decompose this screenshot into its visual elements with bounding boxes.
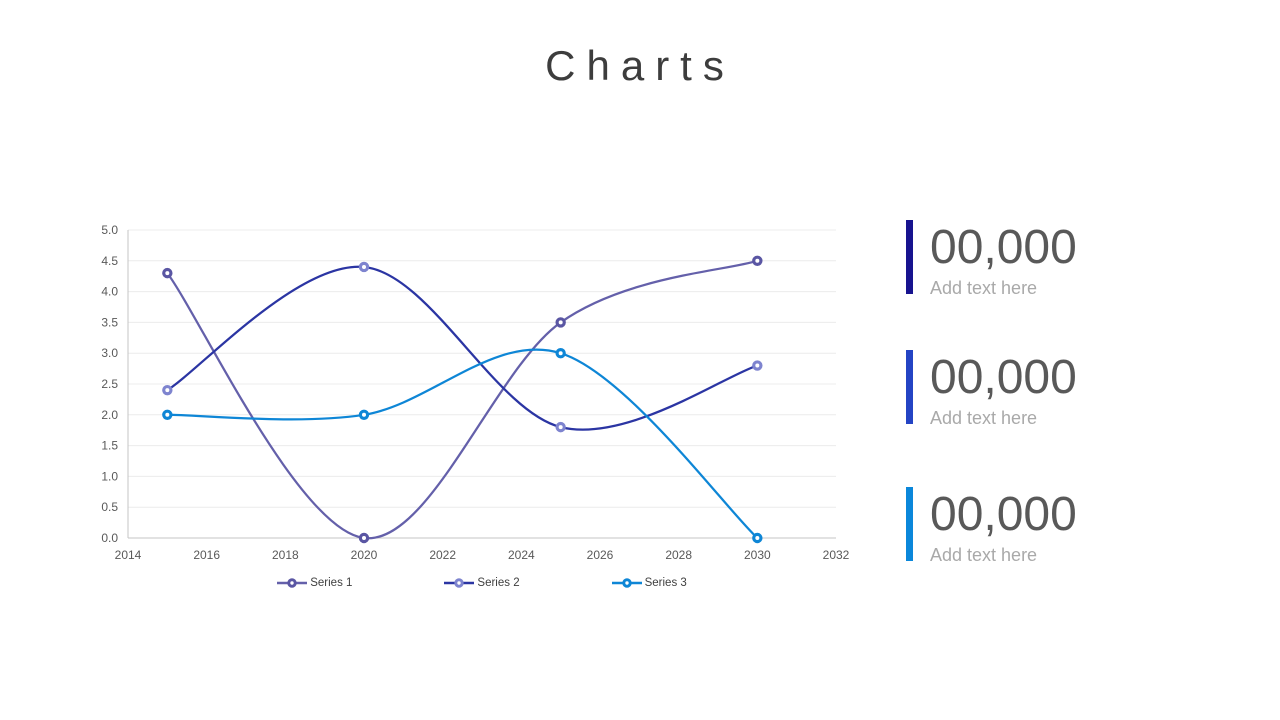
slide-title: Charts	[545, 42, 735, 89]
data-point-marker	[555, 421, 566, 433]
y-tick-label: 0.5	[101, 500, 118, 514]
x-tick-label: 2030	[744, 548, 771, 562]
data-point-marker	[752, 255, 763, 266]
legend-item: Series 2	[444, 577, 520, 589]
series-line	[166, 348, 759, 540]
x-tick-label: 2024	[508, 548, 535, 562]
data-point-marker	[752, 532, 763, 544]
legend-label: Series 3	[644, 577, 687, 589]
data-point-marker	[752, 360, 763, 371]
y-tick-label: 0.0	[101, 531, 118, 545]
x-tick-label: 2026	[587, 548, 614, 562]
x-tick-label: 2032	[823, 548, 850, 562]
stat-label: Add text here	[930, 408, 1038, 428]
data-point-marker	[555, 348, 566, 359]
stat-value: 00,000	[930, 488, 1077, 541]
legend-marker-icon	[277, 578, 308, 588]
stat-value: 00,000	[930, 221, 1077, 274]
series-line	[166, 259, 759, 540]
series-line	[166, 265, 759, 431]
data-point-marker	[358, 261, 370, 273]
y-tick-label: 4.5	[101, 254, 118, 268]
x-tick-label: 2028	[665, 548, 692, 562]
chart-legend: Series 1 Series 2 Series 3	[128, 577, 836, 589]
y-tick-label: 1.0	[101, 469, 118, 483]
y-tick-label: 2.0	[101, 408, 118, 422]
x-tick-label: 2020	[351, 548, 378, 562]
legend-item: Series 3	[611, 577, 687, 589]
stat-label: Add text here	[930, 545, 1038, 565]
stat-block: 00,000 Add text here	[906, 350, 1077, 429]
stat-block: 00,000 Add text here	[906, 487, 1077, 566]
data-point-marker	[358, 409, 370, 420]
legend-marker-icon	[444, 578, 475, 588]
legend-marker-icon	[611, 578, 642, 588]
stat-value: 00,000	[930, 351, 1077, 404]
data-point-marker	[162, 409, 173, 420]
stat-accent-bar	[906, 220, 913, 294]
y-tick-label: 3.0	[101, 346, 118, 360]
x-tick-label: 2014	[115, 548, 142, 562]
x-tick-label: 2018	[272, 548, 299, 562]
legend-item: Series 1	[277, 577, 352, 589]
y-tick-label: 3.5	[101, 315, 118, 329]
y-tick-label: 1.5	[101, 439, 118, 453]
data-point-marker	[358, 532, 370, 544]
data-point-marker	[162, 384, 173, 396]
stat-block: 00,000 Add text here	[906, 220, 1077, 299]
stat-text: 00,000 Add text here	[930, 220, 1077, 299]
data-point-marker	[555, 317, 566, 328]
stat-label: Add text here	[930, 278, 1038, 298]
x-tick-label: 2022	[429, 548, 456, 562]
y-tick-label: 2.5	[101, 377, 118, 391]
legend-label: Series 2	[477, 577, 520, 589]
stat-text: 00,000 Add text here	[930, 350, 1077, 429]
y-tick-label: 4.0	[101, 285, 118, 299]
data-point-marker	[162, 267, 173, 279]
stat-accent-bar	[906, 350, 913, 424]
stat-text: 00,000 Add text here	[930, 487, 1077, 566]
x-tick-label: 2016	[193, 548, 220, 562]
legend-label: Series 1	[310, 577, 353, 589]
y-tick-label: 5.0	[101, 223, 118, 237]
stat-accent-bar	[906, 487, 913, 561]
